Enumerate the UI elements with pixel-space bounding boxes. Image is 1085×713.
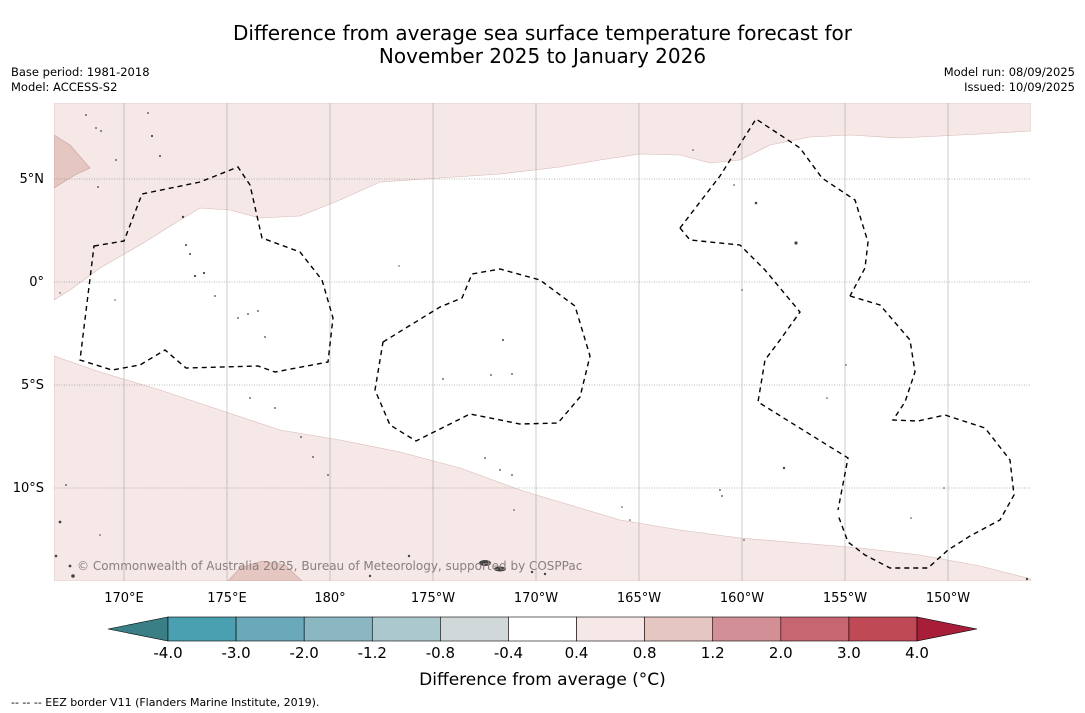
lat-label-5n: 5°N [20,172,45,187]
colorbar-tick-label: 3.0 [836,644,861,662]
colorbar-tick-label: 0.8 [632,644,657,662]
colorbar-tick-label: -4.0 [153,644,183,662]
colorbar-extend-high [916,616,978,642]
lat-label-10s: 10°S [13,481,44,496]
colorbar-segment [167,616,237,642]
title-line-1: Difference from average sea surface temp… [232,21,852,45]
colorbar-segment [848,616,918,642]
islands [54,112,1029,581]
gridlines [123,103,949,581]
base-period: Base period: 1981-2018 [11,65,150,79]
colorbar-tick-label: -0.8 [425,644,455,662]
colorbar-segment [508,616,577,642]
eez-border-kiribati-gilbert [79,166,334,373]
colorbar-segment [712,616,782,642]
lon-label-170w: 170°W [514,591,558,606]
lon-label-175e: 175°E [207,591,247,606]
anomaly-region-south [54,355,1031,581]
lon-labels: 170°E 175°E 180° 175°W 170°W 165°W 160°W… [104,591,970,606]
colorbar-tick-label: -3.0 [221,644,251,662]
chart-title: Difference from average sea surface temp… [0,22,1085,68]
copyright-text: © Commonwealth of Australia 2025, Bureau… [77,559,582,573]
colorbar-extend-low [107,616,169,642]
lon-label-175w: 175°W [411,591,455,606]
eez-border-french-polynesia [837,295,1015,569]
lon-label-150w: 150°W [926,591,970,606]
eez-borders [79,118,1015,569]
colorbar-tick-label: 0.4 [564,644,589,662]
colorbar [107,616,978,642]
eez-border-line-south [679,227,849,511]
title-line-2: November 2025 to January 2026 [378,44,707,68]
colorbar-segment [644,616,714,642]
lon-label-160w: 160°W [720,591,764,606]
map-area: © Commonwealth of Australia 2025, Bureau… [54,103,1031,581]
issued-date: Issued: 10/09/2025 [964,80,1075,94]
colorbar-tick-label: -0.4 [493,644,524,662]
eez-border-kiribati-phoenix [374,268,591,442]
lon-label-165w: 165°W [617,591,661,606]
colorbar-tick-label: 4.0 [905,644,929,662]
colorbar-segment [440,616,509,642]
anomaly-region-north [54,103,1031,301]
lat-label-5s: 5°S [21,378,44,393]
lon-label-155w: 155°W [823,591,867,606]
lon-label-180: 180° [314,591,345,606]
colorbar-label: Difference from average (°C) [419,670,666,690]
colorbar-segment [303,616,373,642]
colorbar-tick-label: 2.0 [768,644,793,662]
meta-right: Model run: 08/09/2025 Issued: 10/09/2025 [944,65,1075,95]
model-name: Model: ACCESS-S2 [11,80,118,94]
colorbar-segment [780,616,850,642]
lat-label-0: 0° [29,275,44,290]
colorbar-tick-label: 1.2 [700,644,725,662]
lat-labels: 5°N 0° 5°S 10°S [13,172,44,496]
model-run: Model run: 08/09/2025 [943,65,1075,79]
colorbar-segment [576,616,645,642]
colorbar-tick-label: -2.0 [289,644,319,662]
lon-label-170e: 170°E [104,591,144,606]
meta-left: Base period: 1981-2018 Model: ACCESS-S2 [11,65,150,95]
eez-footnote: -- -- -- EEZ border V11 (Flanders Marine… [11,696,320,709]
colorbar-segment [235,616,305,642]
anomaly-region-northwest [54,134,91,189]
anomaly-region-southwest [227,560,303,581]
colorbar-tick-label: -1.2 [357,644,387,662]
colorbar-segment [371,616,441,642]
